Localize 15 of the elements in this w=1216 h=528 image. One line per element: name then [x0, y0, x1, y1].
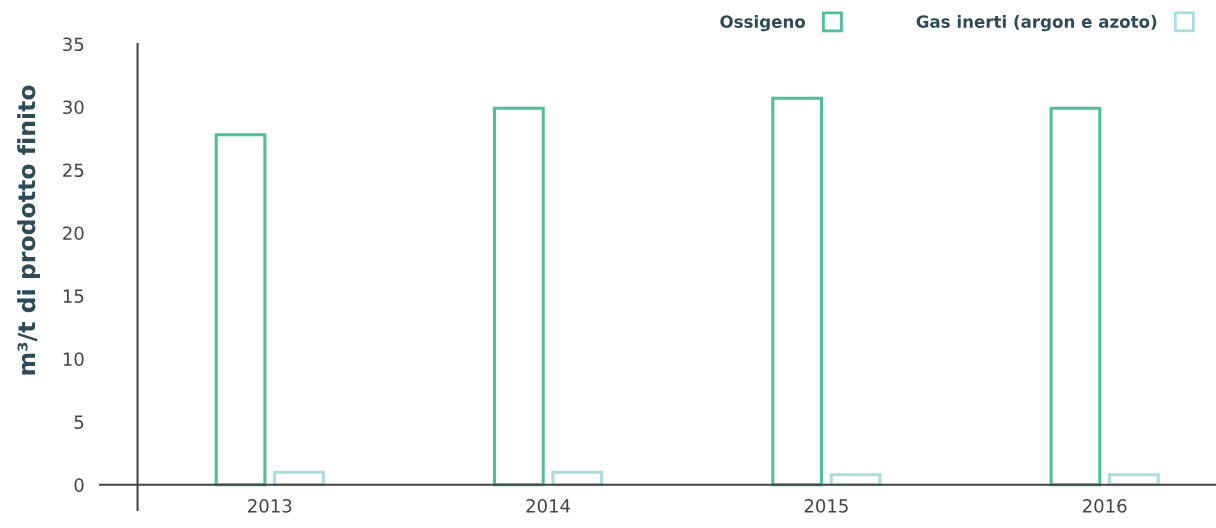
y-tick-label: 10 — [63, 352, 84, 366]
y-tick-label: 5 — [74, 415, 84, 429]
x-tick-label: 2015 — [804, 499, 848, 513]
y-tick-label: 15 — [63, 289, 84, 304]
legend-label: Ossigeno — [720, 15, 806, 32]
y-tick-label: 25 — [63, 163, 84, 178]
y-tick-label: 0 — [74, 478, 84, 492]
legend-label: Gas inerti (argon e azoto) — [916, 15, 1157, 32]
x-tick-label: 2013 — [248, 499, 292, 513]
x-tick-label: 2014 — [526, 499, 571, 513]
x-tick-label: 2016 — [1083, 499, 1127, 513]
y-tick-label: 20 — [63, 226, 84, 241]
y-tick-label: 35 — [63, 37, 84, 52]
y-tick-label: 30 — [63, 100, 84, 115]
y-axis-title: m³/t di prodotto finito — [17, 85, 40, 375]
